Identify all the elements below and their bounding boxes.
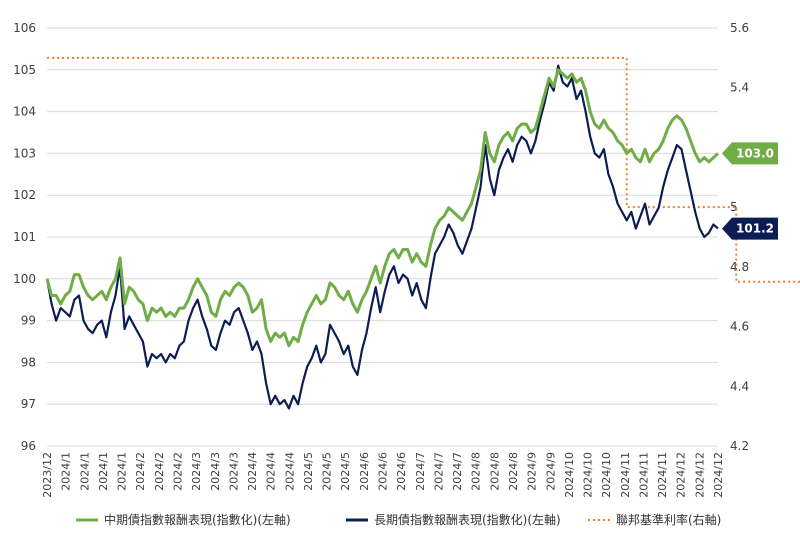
x-tick-label: 2024/8 — [488, 452, 501, 491]
x-tick-label: 2024/6 — [358, 452, 371, 491]
end-value-badges: 103.0 101.2 — [722, 142, 778, 240]
x-tick-label: 2024/12 — [675, 452, 688, 498]
x-tick-label: 2024/7 — [432, 452, 445, 491]
y-left-tick-label: 96 — [21, 439, 36, 453]
y-left-tick-label: 104 — [13, 105, 36, 119]
x-tick-label: 2024/4 — [246, 452, 259, 491]
x-tick-label: 2024/8 — [470, 452, 483, 491]
x-axis: 2023/12 2024/1 2024/1 2024/1 2024/1 2024/2 202… — [41, 452, 725, 498]
x-tick-label: 2024/11 — [656, 452, 669, 498]
x-tick-label: 2024/2 — [153, 452, 166, 491]
y-right-tick-label: 4.6 — [730, 320, 749, 334]
y-left-axis: 96 97 98 99 100 101 102 103 104 105 106 — [13, 21, 36, 453]
x-tick-label: 2024/10 — [563, 452, 576, 498]
x-tick-label: 2024/7 — [414, 452, 427, 491]
x-tick-label: 2024/12 — [693, 452, 706, 498]
x-tick-label: 2024/11 — [637, 452, 650, 498]
x-tick-label: 2024/11 — [619, 452, 632, 498]
x-tick-label: 2024/9 — [544, 452, 557, 491]
legend-medium-term-label: 中期債指數報酬表現(指數化)(左軸) — [104, 512, 291, 527]
x-tick-label: 2024/5 — [339, 452, 352, 491]
badge-long-term-label: 101.2 — [736, 222, 774, 236]
legend-fed-rate-label: 聯邦基準利率(右軸) — [616, 512, 721, 527]
y-right-tick-label: 4.4 — [730, 379, 749, 393]
x-tick-label: 2024/3 — [227, 452, 240, 491]
y-right-tick-label: 5.6 — [730, 21, 749, 35]
series-long-term-bond — [45, 64, 719, 410]
legend: 中期債指數報酬表現(指數化)(左軸) 長期債指數報酬表現(指數化)(左軸) 聯邦基準… — [76, 512, 721, 527]
y-left-tick-label: 105 — [13, 63, 36, 77]
x-tick-label: 2023/12 — [41, 452, 54, 498]
y-right-tick-label: 4.2 — [730, 439, 749, 453]
badge-medium-term-shape — [722, 142, 778, 165]
y-left-tick-label: 99 — [21, 314, 36, 328]
badge-medium-term-label: 103.0 — [736, 146, 774, 160]
x-tick-label: 2024/12 — [712, 452, 725, 498]
grid-lines — [47, 27, 718, 447]
x-tick-label: 2024/7 — [451, 452, 464, 491]
x-tick-label: 2024/3 — [190, 452, 203, 491]
y-left-tick-label: 106 — [13, 21, 36, 35]
y-left-tick-label: 101 — [13, 230, 36, 244]
series-medium-term-bond — [45, 68, 720, 348]
x-tick-label: 2024/4 — [283, 452, 296, 491]
x-tick-label: 2024/9 — [526, 452, 539, 491]
x-tick-label: 2024/1 — [97, 452, 110, 491]
x-tick-label: 2024/5 — [321, 452, 334, 491]
x-tick-label: 2024/10 — [600, 452, 613, 498]
x-tick-label: 2024/10 — [582, 452, 595, 498]
y-left-tick-label: 102 — [13, 188, 36, 202]
y-left-tick-label: 103 — [13, 146, 36, 160]
y-right-tick-label: 4.8 — [730, 260, 749, 274]
y-left-tick-label: 100 — [13, 272, 36, 286]
y-right-tick-label: 5.4 — [730, 81, 749, 95]
x-tick-label: 2024/2 — [171, 452, 184, 491]
x-tick-label: 2024/6 — [377, 452, 390, 491]
x-tick-label: 2024/6 — [395, 452, 408, 491]
y-right-axis: 4.24.44.64.855.25.45.6 — [730, 21, 749, 453]
x-tick-label: 2024/1 — [78, 452, 91, 491]
x-tick-label: 2024/4 — [265, 452, 278, 491]
y-left-tick-label: 98 — [21, 355, 36, 369]
y-left-tick-label: 97 — [21, 397, 36, 411]
x-tick-label: 2024/8 — [507, 452, 520, 491]
x-tick-label: 2024/1 — [60, 452, 73, 491]
x-tick-label: 2024/5 — [302, 452, 315, 491]
series-fed-funds-rate — [47, 56, 800, 283]
badge-long-term-shape — [722, 217, 778, 240]
x-tick-label: 2024/1 — [116, 452, 129, 491]
x-tick-label: 2024/3 — [209, 452, 222, 491]
legend-long-term-label: 長期債指數報酬表現(指數化)(左軸) — [374, 512, 561, 527]
x-tick-label: 2024/2 — [134, 452, 147, 491]
series-layer — [45, 56, 800, 410]
